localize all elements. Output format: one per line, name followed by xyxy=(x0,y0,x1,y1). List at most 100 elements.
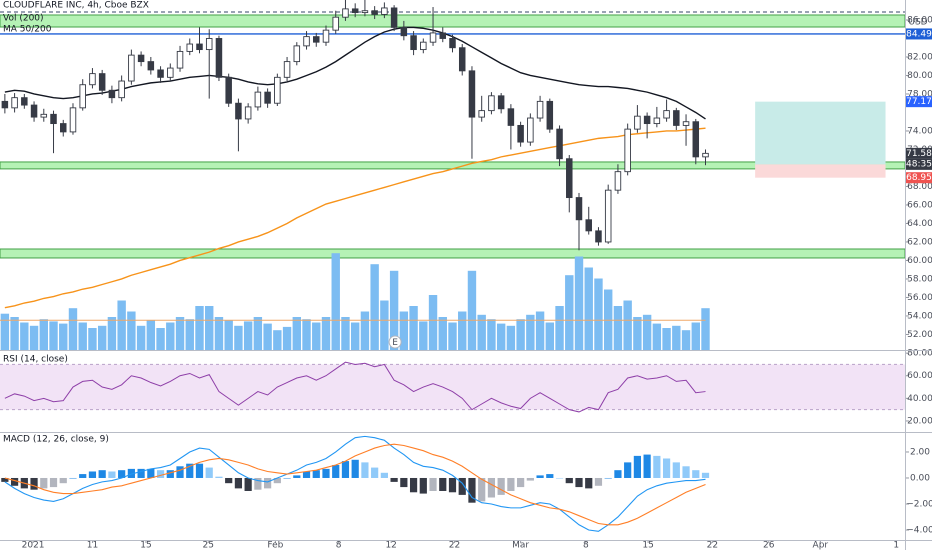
histogram-bar xyxy=(390,477,398,482)
candle-body xyxy=(283,61,291,78)
histogram-bar xyxy=(283,477,291,479)
candle-body xyxy=(137,54,145,63)
volume-bar xyxy=(185,319,194,350)
y-tick-label: −4.00 xyxy=(906,525,932,535)
y-tick-label: 82.00 xyxy=(907,52,932,62)
histogram-bar xyxy=(176,466,184,478)
volume-bar xyxy=(59,323,68,350)
candle-body xyxy=(604,189,612,243)
zone xyxy=(0,14,906,28)
histogram-bar xyxy=(371,467,379,478)
price-label: 77.17 xyxy=(906,97,932,107)
candle-body xyxy=(118,80,125,99)
volume-bar xyxy=(555,306,564,350)
histogram-bar xyxy=(195,463,204,478)
volume-bar xyxy=(565,275,574,350)
candle-body xyxy=(585,219,592,232)
y-tick-label: 54.00 xyxy=(907,311,932,321)
volume-bar xyxy=(292,317,302,350)
macd-title: MACD (12, 26, close, 9) xyxy=(3,435,109,445)
y-tick-label: 78.00 xyxy=(907,89,932,99)
candle-body xyxy=(682,121,690,126)
volume-bar xyxy=(282,326,292,350)
histogram-bar xyxy=(88,471,97,478)
candle-body xyxy=(371,10,378,15)
histogram-bar xyxy=(108,471,116,478)
histogram-bar xyxy=(244,477,252,491)
candle-body xyxy=(1,100,9,109)
histogram-bar xyxy=(30,477,38,490)
x-tick-label: 12 xyxy=(385,541,396,550)
volume-bar xyxy=(428,295,438,350)
candle-body xyxy=(643,115,651,125)
histogram-bar xyxy=(156,470,165,478)
volume-bar xyxy=(448,322,457,350)
y-tick-label: 74.00 xyxy=(907,126,932,136)
candle-body xyxy=(293,45,301,63)
volume-bar xyxy=(438,317,447,350)
candle-body xyxy=(692,121,700,158)
volume-bar xyxy=(594,278,603,350)
price-label: 71.58 xyxy=(906,149,932,159)
volume-bar xyxy=(642,314,652,350)
histogram-bar xyxy=(604,477,612,479)
volume-bar xyxy=(672,325,681,350)
price-label-bg xyxy=(906,172,932,184)
volume-bar xyxy=(360,311,370,350)
y-tick-label: 60.00 xyxy=(907,256,932,266)
candle-body xyxy=(244,106,252,120)
histogram-bar xyxy=(643,454,651,478)
zone xyxy=(0,248,906,259)
histogram-bar xyxy=(682,466,690,478)
candle-body xyxy=(167,67,174,78)
histogram-bar xyxy=(215,476,223,478)
earnings-marker xyxy=(388,335,402,349)
volume-bar xyxy=(496,323,506,350)
histogram-bar xyxy=(49,477,58,488)
volume-bar xyxy=(613,306,623,350)
candle-body xyxy=(507,108,515,126)
candle-body xyxy=(429,32,437,43)
histogram-bar xyxy=(633,455,641,478)
histogram-bar xyxy=(624,462,632,478)
histogram-bar xyxy=(59,477,67,484)
volume-bar xyxy=(516,319,525,350)
candle-body xyxy=(225,76,232,104)
y-tick-label: 0.00 xyxy=(910,473,930,483)
histogram-bar xyxy=(69,477,77,479)
volume-bar xyxy=(419,321,428,350)
histogram-bar xyxy=(458,477,466,495)
histogram-bar xyxy=(312,470,320,478)
y-tick-label: −2.00 xyxy=(906,499,932,509)
countdown: 48:35 xyxy=(906,159,932,169)
candle-body xyxy=(303,36,310,47)
candle-body xyxy=(702,152,709,158)
histogram-bar xyxy=(565,477,573,484)
candle-body xyxy=(30,104,38,118)
position-target xyxy=(755,101,886,165)
y-tick-label: 80.00 xyxy=(907,349,932,359)
histogram-bar xyxy=(468,477,476,503)
volume-bar xyxy=(302,319,311,350)
volume-bar xyxy=(535,311,545,350)
histogram-bar xyxy=(526,477,534,481)
x-tick-label: 22 xyxy=(449,541,460,550)
candle-body xyxy=(361,10,369,14)
volume-bar xyxy=(350,322,360,350)
volume-bar xyxy=(380,300,389,350)
histogram-bar xyxy=(662,458,671,478)
volume-bar xyxy=(574,256,584,350)
y-tick-label: 86.00 xyxy=(907,15,932,25)
x-tick-label: 8 xyxy=(583,541,589,550)
histogram-bar xyxy=(254,477,262,490)
candle-body xyxy=(215,38,223,78)
x-tick-label: 11 xyxy=(87,541,98,550)
candle-body xyxy=(313,36,320,43)
histogram-bar xyxy=(118,470,126,478)
y-tick-label: 60.00 xyxy=(907,371,932,381)
volume-bar xyxy=(127,311,136,350)
histogram-bar xyxy=(536,475,544,478)
price-label: 68.95 xyxy=(906,173,932,183)
candle-body xyxy=(527,117,534,143)
